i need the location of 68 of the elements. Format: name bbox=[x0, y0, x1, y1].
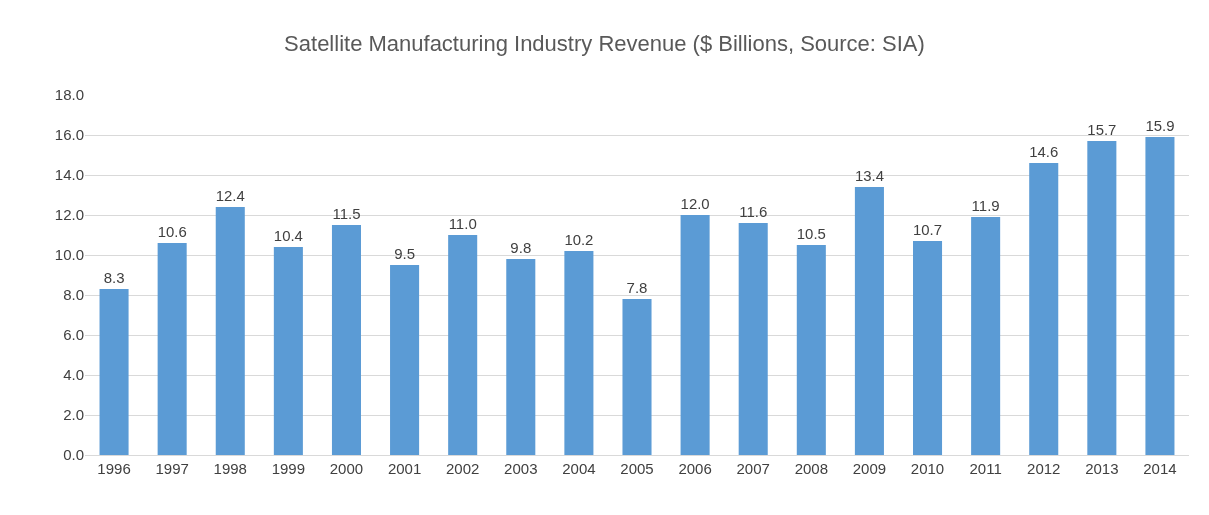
bar bbox=[215, 207, 245, 455]
bar bbox=[622, 299, 652, 455]
y-tick-label: 6.0 bbox=[63, 326, 84, 344]
y-tick-label: 0.0 bbox=[63, 446, 84, 464]
bar bbox=[564, 251, 594, 455]
data-label: 10.2 bbox=[564, 231, 594, 249]
x-tick-label: 2009 bbox=[852, 460, 887, 477]
x-tick-label: 1998 bbox=[213, 460, 247, 477]
data-label: 12.0 bbox=[680, 195, 710, 213]
bar bbox=[971, 217, 1001, 455]
bar bbox=[1145, 137, 1175, 455]
x-tick-label: 2004 bbox=[562, 460, 596, 477]
x-tick-label: 2012 bbox=[1027, 460, 1061, 477]
data-label: 13.4 bbox=[854, 167, 884, 185]
bar bbox=[1029, 163, 1059, 455]
bar bbox=[680, 215, 710, 455]
data-label: 11.9 bbox=[971, 197, 1000, 214]
x-tick-label: 2002 bbox=[445, 460, 480, 477]
x-tick-label: 2008 bbox=[794, 460, 829, 477]
data-label: 15.9 bbox=[1145, 117, 1175, 135]
bar bbox=[1087, 141, 1117, 455]
bar bbox=[157, 243, 187, 455]
data-label: 11.6 bbox=[739, 203, 768, 220]
bar bbox=[390, 265, 420, 455]
x-tick-label: 2011 bbox=[969, 460, 1002, 477]
bar bbox=[738, 223, 768, 455]
data-label: 8.3 bbox=[103, 269, 125, 286]
data-label: 7.8 bbox=[626, 279, 648, 296]
data-label: 10.7 bbox=[913, 221, 943, 239]
y-tick-label: 2.0 bbox=[63, 406, 84, 424]
data-label: 12.4 bbox=[215, 187, 245, 205]
bar bbox=[331, 225, 361, 455]
bar bbox=[796, 245, 826, 455]
bar bbox=[506, 259, 536, 455]
y-tick-label: 14.0 bbox=[54, 166, 84, 184]
x-tick-label: 2013 bbox=[1085, 460, 1119, 477]
data-label: 10.5 bbox=[796, 225, 826, 243]
x-tick-label: 2007 bbox=[736, 460, 770, 477]
data-label: 11.5 bbox=[332, 205, 361, 222]
y-tick-label: 8.0 bbox=[63, 286, 84, 304]
x-tick-label: 1999 bbox=[271, 460, 306, 477]
x-tick-label: 2001 bbox=[387, 460, 422, 477]
y-tick-label: 10.0 bbox=[54, 246, 84, 264]
bar bbox=[854, 187, 884, 455]
y-tick-label: 18.0 bbox=[54, 86, 84, 104]
y-tick-label: 16.0 bbox=[54, 126, 84, 144]
data-label: 10.6 bbox=[157, 223, 187, 241]
data-label: 11.0 bbox=[448, 215, 477, 232]
y-tick-label: 12.0 bbox=[54, 206, 84, 224]
x-tick-label: 2010 bbox=[910, 460, 945, 477]
data-label: 10.4 bbox=[273, 227, 303, 245]
x-tick-label: 1997 bbox=[155, 460, 189, 477]
x-tick-label: 1996 bbox=[97, 460, 131, 477]
x-tick-label: 2003 bbox=[504, 460, 538, 477]
bar bbox=[913, 241, 943, 455]
x-tick-label: 2005 bbox=[620, 460, 654, 477]
bar bbox=[273, 247, 303, 455]
data-label: 9.8 bbox=[510, 239, 532, 256]
data-label: 15.7 bbox=[1087, 121, 1117, 139]
x-tick-label: 2000 bbox=[329, 460, 364, 477]
chart-title: Satellite Manufacturing Industry Revenue ($ Billions, Source: SIA) bbox=[284, 31, 925, 57]
bar bbox=[99, 289, 129, 455]
x-tick-label: 2006 bbox=[678, 460, 712, 477]
data-label: 14.6 bbox=[1029, 143, 1059, 161]
x-tick-label: 2014 bbox=[1143, 460, 1177, 477]
y-tick-label: 4.0 bbox=[63, 366, 84, 384]
data-label: 9.5 bbox=[394, 245, 416, 262]
bar bbox=[448, 235, 478, 455]
